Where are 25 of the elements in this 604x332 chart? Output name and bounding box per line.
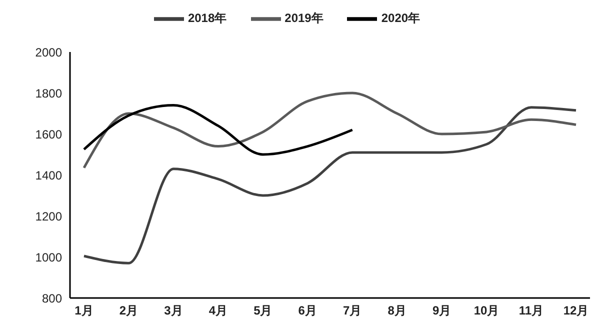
y-tick-label: 1400 [35,168,62,182]
legend-label: 2018年 [188,11,227,26]
x-tick-label: 5月 [254,304,272,318]
y-tick-label: 1600 [35,127,62,142]
x-tick-label: 6月 [298,304,317,318]
line-series [82,104,354,156]
line-series [82,92,578,170]
x-tick-label: 10月 [474,304,500,318]
x-tick-label: 3月 [164,304,183,318]
line-series [82,106,578,264]
x-tick-label: 8月 [388,304,406,318]
y-tick-label: 2000 [35,45,62,60]
x-tick-label: 7月 [343,304,362,318]
x-tick-label: 4月 [208,304,228,318]
y-tick-label: 1800 [35,86,62,100]
legend-label: 2020年 [381,11,420,26]
x-tick-label: 11月 [518,304,544,318]
legend-label: 2019年 [284,11,324,26]
y-tick-label: 800 [42,291,62,306]
x-tick-label: 1月 [74,304,94,318]
x-tick-label: 9月 [432,304,452,318]
y-tick-label: 1000 [35,250,62,264]
x-tick-label: 12月 [563,304,589,318]
y-tick-label: 1200 [35,209,62,224]
x-tick-label: 2月 [119,304,138,318]
